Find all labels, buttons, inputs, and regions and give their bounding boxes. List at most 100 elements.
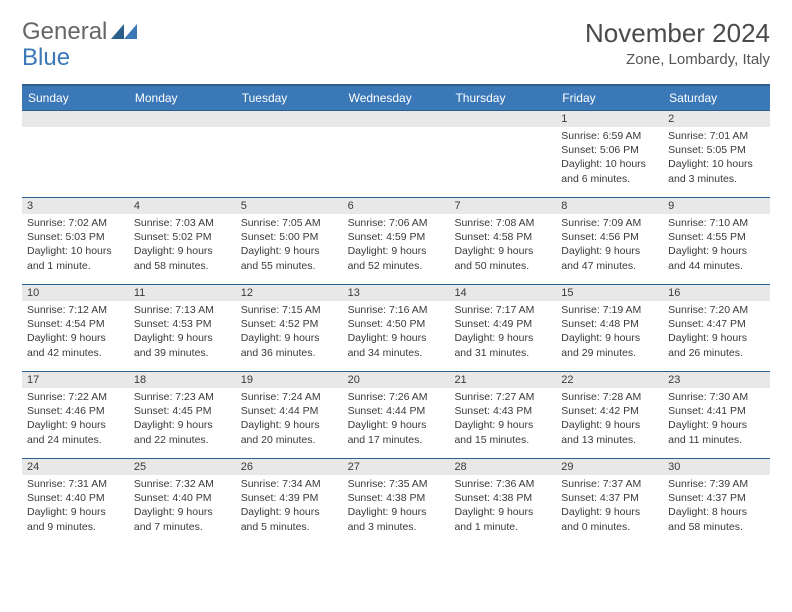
sunset-text: Sunset: 5:02 PM — [134, 230, 231, 244]
sunrise-text: Sunrise: 7:36 AM — [454, 477, 551, 491]
sunrise-text: Sunrise: 7:05 AM — [241, 216, 338, 230]
sunrise-text: Sunrise: 7:24 AM — [241, 390, 338, 404]
sunrise-text: Sunrise: 7:17 AM — [454, 303, 551, 317]
day-cell: Sunrise: 7:36 AMSunset: 4:38 PMDaylight:… — [449, 475, 556, 545]
day-cell: Sunrise: 7:13 AMSunset: 4:53 PMDaylight:… — [129, 301, 236, 371]
sunset-text: Sunset: 4:43 PM — [454, 404, 551, 418]
day-number: 22 — [556, 372, 663, 388]
day-number: 13 — [343, 285, 450, 301]
day-of-week-label: Thursday — [449, 86, 556, 110]
daylight-text: Daylight: 9 hours and 9 minutes. — [27, 505, 124, 533]
day-cell: Sunrise: 6:59 AMSunset: 5:06 PMDaylight:… — [556, 127, 663, 197]
sunset-text: Sunset: 5:03 PM — [27, 230, 124, 244]
daylight-text: Daylight: 9 hours and 3 minutes. — [348, 505, 445, 533]
day-cell: Sunrise: 7:26 AMSunset: 4:44 PMDaylight:… — [343, 388, 450, 458]
sunrise-text: Sunrise: 7:09 AM — [561, 216, 658, 230]
day-cell: Sunrise: 7:31 AMSunset: 4:40 PMDaylight:… — [22, 475, 129, 545]
sunrise-text: Sunrise: 7:10 AM — [668, 216, 765, 230]
day-of-week-header: SundayMondayTuesdayWednesdayThursdayFrid… — [22, 86, 770, 110]
sunset-text: Sunset: 4:37 PM — [668, 491, 765, 505]
sunrise-text: Sunrise: 7:12 AM — [27, 303, 124, 317]
day-number — [236, 111, 343, 127]
daylight-text: Daylight: 9 hours and 29 minutes. — [561, 331, 658, 359]
sunrise-text: Sunrise: 7:16 AM — [348, 303, 445, 317]
day-number: 29 — [556, 459, 663, 475]
day-cell: Sunrise: 7:02 AMSunset: 5:03 PMDaylight:… — [22, 214, 129, 284]
day-of-week-label: Saturday — [663, 86, 770, 110]
day-cell: Sunrise: 7:27 AMSunset: 4:43 PMDaylight:… — [449, 388, 556, 458]
day-cell: Sunrise: 7:30 AMSunset: 4:41 PMDaylight:… — [663, 388, 770, 458]
day-cell: Sunrise: 7:22 AMSunset: 4:46 PMDaylight:… — [22, 388, 129, 458]
day-number — [449, 111, 556, 127]
sunrise-text: Sunrise: 7:30 AM — [668, 390, 765, 404]
sunset-text: Sunset: 4:45 PM — [134, 404, 231, 418]
day-number: 20 — [343, 372, 450, 388]
sunset-text: Sunset: 4:54 PM — [27, 317, 124, 331]
day-number: 5 — [236, 198, 343, 214]
sunrise-text: Sunrise: 7:39 AM — [668, 477, 765, 491]
day-cell: Sunrise: 7:16 AMSunset: 4:50 PMDaylight:… — [343, 301, 450, 371]
sunrise-text: Sunrise: 7:08 AM — [454, 216, 551, 230]
sunset-text: Sunset: 4:41 PM — [668, 404, 765, 418]
logo-text-blue: Blue — [22, 44, 770, 72]
daylight-text: Daylight: 9 hours and 7 minutes. — [134, 505, 231, 533]
daylight-text: Daylight: 9 hours and 20 minutes. — [241, 418, 338, 446]
daylight-text: Daylight: 9 hours and 55 minutes. — [241, 244, 338, 272]
logo: General — [22, 18, 137, 46]
sunset-text: Sunset: 4:59 PM — [348, 230, 445, 244]
day-cell — [236, 127, 343, 197]
sunrise-text: Sunrise: 7:01 AM — [668, 129, 765, 143]
sunset-text: Sunset: 4:39 PM — [241, 491, 338, 505]
day-number: 8 — [556, 198, 663, 214]
sunset-text: Sunset: 4:49 PM — [454, 317, 551, 331]
day-cell: Sunrise: 7:09 AMSunset: 4:56 PMDaylight:… — [556, 214, 663, 284]
sunset-text: Sunset: 4:55 PM — [668, 230, 765, 244]
sunrise-text: Sunrise: 7:03 AM — [134, 216, 231, 230]
daylight-text: Daylight: 9 hours and 39 minutes. — [134, 331, 231, 359]
day-number: 28 — [449, 459, 556, 475]
daylight-text: Daylight: 10 hours and 1 minute. — [27, 244, 124, 272]
calendar-week: 24252627282930Sunrise: 7:31 AMSunset: 4:… — [22, 458, 770, 545]
sunrise-text: Sunrise: 7:06 AM — [348, 216, 445, 230]
day-number: 1 — [556, 111, 663, 127]
day-cell — [449, 127, 556, 197]
day-cell: Sunrise: 7:23 AMSunset: 4:45 PMDaylight:… — [129, 388, 236, 458]
daylight-text: Daylight: 9 hours and 52 minutes. — [348, 244, 445, 272]
day-number — [22, 111, 129, 127]
daylight-text: Daylight: 9 hours and 50 minutes. — [454, 244, 551, 272]
daylight-text: Daylight: 9 hours and 24 minutes. — [27, 418, 124, 446]
sunrise-text: Sunrise: 7:02 AM — [27, 216, 124, 230]
day-cell: Sunrise: 7:32 AMSunset: 4:40 PMDaylight:… — [129, 475, 236, 545]
day-cell: Sunrise: 7:39 AMSunset: 4:37 PMDaylight:… — [663, 475, 770, 545]
sunrise-text: Sunrise: 7:26 AM — [348, 390, 445, 404]
daylight-text: Daylight: 9 hours and 47 minutes. — [561, 244, 658, 272]
sunset-text: Sunset: 5:05 PM — [668, 143, 765, 157]
day-cell: Sunrise: 7:10 AMSunset: 4:55 PMDaylight:… — [663, 214, 770, 284]
sunset-text: Sunset: 4:42 PM — [561, 404, 658, 418]
day-cell: Sunrise: 7:20 AMSunset: 4:47 PMDaylight:… — [663, 301, 770, 371]
sunrise-text: Sunrise: 7:13 AM — [134, 303, 231, 317]
day-cell — [129, 127, 236, 197]
daylight-text: Daylight: 9 hours and 58 minutes. — [134, 244, 231, 272]
day-number: 2 — [663, 111, 770, 127]
daylight-text: Daylight: 9 hours and 22 minutes. — [134, 418, 231, 446]
day-cell: Sunrise: 7:24 AMSunset: 4:44 PMDaylight:… — [236, 388, 343, 458]
daylight-text: Daylight: 10 hours and 3 minutes. — [668, 157, 765, 185]
sunset-text: Sunset: 5:00 PM — [241, 230, 338, 244]
day-number: 6 — [343, 198, 450, 214]
day-number: 23 — [663, 372, 770, 388]
day-cell: Sunrise: 7:03 AMSunset: 5:02 PMDaylight:… — [129, 214, 236, 284]
sunrise-text: Sunrise: 7:34 AM — [241, 477, 338, 491]
day-number: 15 — [556, 285, 663, 301]
day-cell: Sunrise: 7:06 AMSunset: 4:59 PMDaylight:… — [343, 214, 450, 284]
sunset-text: Sunset: 4:40 PM — [27, 491, 124, 505]
day-number: 11 — [129, 285, 236, 301]
daylight-text: Daylight: 9 hours and 36 minutes. — [241, 331, 338, 359]
daylight-text: Daylight: 8 hours and 58 minutes. — [668, 505, 765, 533]
day-cell: Sunrise: 7:15 AMSunset: 4:52 PMDaylight:… — [236, 301, 343, 371]
daylight-text: Daylight: 9 hours and 31 minutes. — [454, 331, 551, 359]
daylight-text: Daylight: 9 hours and 13 minutes. — [561, 418, 658, 446]
sunrise-text: Sunrise: 7:15 AM — [241, 303, 338, 317]
day-cell: Sunrise: 7:08 AMSunset: 4:58 PMDaylight:… — [449, 214, 556, 284]
day-number: 9 — [663, 198, 770, 214]
